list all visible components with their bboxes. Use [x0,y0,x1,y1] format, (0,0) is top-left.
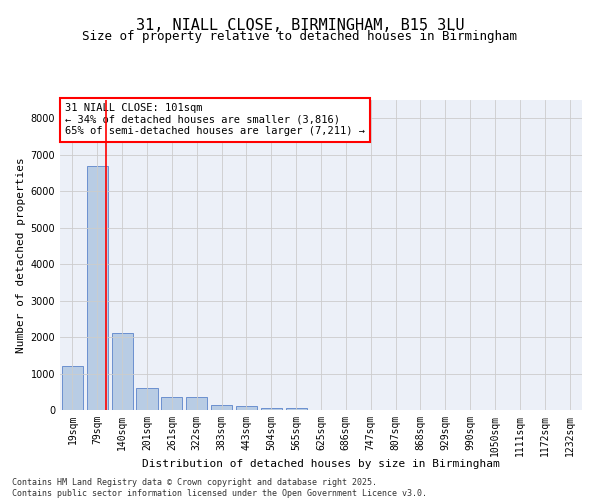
Bar [286,408,307,410]
Bar [87,166,108,410]
Bar [211,404,232,410]
Text: 31, NIALL CLOSE, BIRMINGHAM, B15 3LU: 31, NIALL CLOSE, BIRMINGHAM, B15 3LU [136,18,464,32]
Bar [236,406,257,410]
Y-axis label: Number of detached properties: Number of detached properties [16,157,26,353]
X-axis label: Distribution of detached houses by size in Birmingham: Distribution of detached houses by size … [142,459,500,469]
Bar [62,366,83,410]
Text: 31 NIALL CLOSE: 101sqm
← 34% of detached houses are smaller (3,816)
65% of semi-: 31 NIALL CLOSE: 101sqm ← 34% of detached… [65,103,365,136]
Bar [136,388,158,410]
Bar [161,397,182,410]
Text: Size of property relative to detached houses in Birmingham: Size of property relative to detached ho… [83,30,517,43]
Bar [186,397,207,410]
Bar [261,408,282,410]
Text: Contains HM Land Registry data © Crown copyright and database right 2025.
Contai: Contains HM Land Registry data © Crown c… [12,478,427,498]
Bar [112,334,133,410]
